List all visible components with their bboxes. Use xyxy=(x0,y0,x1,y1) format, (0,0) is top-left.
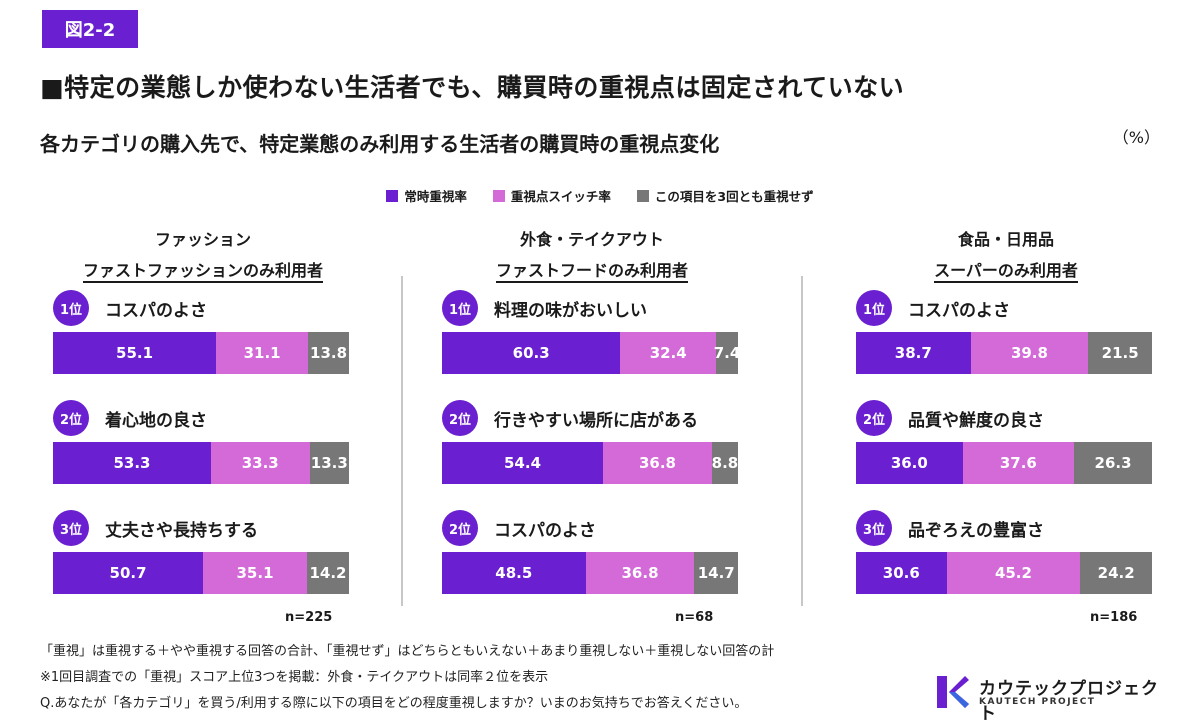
item-label: 行きやすい場所に店がある xyxy=(494,411,698,431)
sample-size-label: n=68 xyxy=(675,610,714,625)
bar-segment-always: 50.7 xyxy=(53,552,204,594)
item-label: コスパのよさ xyxy=(494,521,596,541)
sample-size-label: n=186 xyxy=(1090,610,1138,625)
legend-label-never: この項目を3回とも重視せず xyxy=(654,189,814,204)
panel-category-title: 外食・テイクアウト xyxy=(520,230,664,249)
bar-segment-always: 38.7 xyxy=(856,332,971,374)
category-panel: 食品・日用品スーパーのみ利用者 1位 コスパのよさ 38.7 39.8 21.5 2位 品質や… xyxy=(856,0,1156,640)
panel-segment-title: ファストフードのみ利用者 xyxy=(442,257,742,283)
bar-segment-switch: 31.1 xyxy=(216,332,309,374)
legend: 常時重視率 重視点スイッチ率 この項目を3回とも重視せず xyxy=(0,186,1200,205)
unit-label: （%） xyxy=(1112,128,1160,147)
legend-item-never: この項目を3回とも重視せず xyxy=(636,186,814,205)
rank-badge: 1位 xyxy=(856,290,892,326)
legend-swatch-never xyxy=(636,189,649,202)
brand-subname: KAUTECH PROJECT xyxy=(979,697,1096,707)
item-label: 品ぞろえの豊富さ xyxy=(908,521,1044,541)
rank-badge: 1位 xyxy=(442,290,478,326)
footnote-ranking: ※1回目調査での「重視」スコア上位3つを掲載：外食・テイクアウトは同率２位を表示 xyxy=(40,670,549,685)
bar-segment-switch: 36.8 xyxy=(585,552,695,594)
stacked-bar: 48.5 36.8 14.7 xyxy=(442,552,738,594)
bar-segment-never: 21.5 xyxy=(1088,332,1152,374)
panel-divider xyxy=(401,276,403,606)
bar-segment-switch: 45.2 xyxy=(946,552,1081,594)
bar-segment-switch: 36.8 xyxy=(603,442,712,484)
bar-segment-never: 14.2 xyxy=(306,552,349,594)
bar-segment-switch: 35.1 xyxy=(203,552,307,594)
legend-label-always: 常時重視率 xyxy=(404,189,467,204)
rank-badge: 2位 xyxy=(53,400,89,436)
kautech-k-logo-icon xyxy=(937,676,969,708)
rank-badge: 2位 xyxy=(442,400,478,436)
bar-segment-always: 54.4 xyxy=(442,442,604,484)
bar-segment-switch: 39.8 xyxy=(970,332,1089,374)
bar-segment-always: 30.6 xyxy=(856,552,947,594)
legend-item-always: 常時重視率 xyxy=(386,186,467,205)
figure-label: 図2-2 xyxy=(42,10,138,48)
footnote-question: Q.あなたが「各カテゴリ」を買う/利用する際に以下の項目をどの程度重視しますか？… xyxy=(40,696,748,711)
bar-segment-always: 55.1 xyxy=(53,332,217,374)
stacked-bar: 60.3 32.4 7.4 xyxy=(442,332,740,374)
legend-item-switch: 重視点スイッチ率 xyxy=(492,186,611,205)
bar-segment-never: 26.3 xyxy=(1074,442,1152,484)
item-label: コスパのよさ xyxy=(105,301,207,321)
bar-segment-always: 53.3 xyxy=(53,442,211,484)
rank-badge: 3位 xyxy=(53,510,89,546)
bar-segment-never: 13.8 xyxy=(308,332,349,374)
stacked-bar: 38.7 39.8 21.5 xyxy=(856,332,1152,374)
bar-segment-never: 13.3 xyxy=(309,442,349,484)
bar-segment-never: 14.7 xyxy=(694,552,738,594)
item-label: 料理の味がおいしい xyxy=(494,301,647,321)
bar-segment-always: 48.5 xyxy=(442,552,586,594)
panel-category-title: ファッション xyxy=(154,230,251,249)
rank-badge: 3位 xyxy=(856,510,892,546)
item-label: コスパのよさ xyxy=(908,301,1010,321)
bar-segment-never: 24.2 xyxy=(1080,552,1152,594)
category-panel: 外食・テイクアウトファストフードのみ利用者 1位 料理の味がおいしい 60.3 32.4… xyxy=(442,0,742,640)
stacked-bar: 55.1 31.1 13.8 xyxy=(53,332,349,374)
sample-size-label: n=225 xyxy=(285,610,333,625)
bar-segment-switch: 33.3 xyxy=(210,442,310,484)
panel-category-title: 食品・日用品 xyxy=(957,230,1054,249)
stacked-bar: 36.0 37.6 26.3 xyxy=(856,442,1152,484)
stacked-bar: 30.6 45.2 24.2 xyxy=(856,552,1152,594)
brand-logo: カウテックプロジェクト KAUTECH PROJECT xyxy=(935,672,1175,724)
stacked-bar: 50.7 35.1 14.2 xyxy=(53,552,349,594)
bar-segment-never: 8.8 xyxy=(712,442,738,484)
item-label: 丈夫さや長持ちする xyxy=(105,521,258,541)
panel-divider xyxy=(801,276,803,606)
brand-name: カウテックプロジェクト xyxy=(979,679,1159,724)
rank-badge: 2位 xyxy=(442,510,478,546)
bar-segment-always: 36.0 xyxy=(856,442,963,484)
item-label: 着心地の良さ xyxy=(105,411,207,431)
panel-segment-text: ファストフードのみ利用者 xyxy=(495,261,688,283)
legend-swatch-switch xyxy=(492,189,505,202)
chart-title: ■特定の業態しか使わない生活者でも、購買時の重視点は固定されていない xyxy=(40,73,905,102)
panel-segment-text: ファストファッションのみ利用者 xyxy=(82,261,323,283)
panel-segment-title: ファストファッションのみ利用者 xyxy=(53,257,353,283)
stacked-bar: 53.3 33.3 13.3 xyxy=(53,442,349,484)
item-label: 品質や鮮度の良さ xyxy=(908,411,1044,431)
bar-segment-never: 7.4 xyxy=(714,332,740,374)
bar-segment-switch: 32.4 xyxy=(620,332,717,374)
rank-badge: 1位 xyxy=(53,290,89,326)
footnote-definition: 「重視」は重視する＋やや重視する回答の合計、「重視せず」はどちらともいえない＋あ… xyxy=(40,644,775,659)
legend-swatch-always xyxy=(386,189,399,202)
chart-subtitle: 各カテゴリの購入先で、特定業態のみ利用する生活者の購買時の重視点変化 xyxy=(40,132,720,156)
panel-segment-title: スーパーのみ利用者 xyxy=(856,257,1156,283)
panel-segment-text: スーパーのみ利用者 xyxy=(934,261,1078,283)
legend-label-switch: 重視点スイッチ率 xyxy=(510,189,611,204)
category-panel: ファッション ファストファッションのみ利用者 1位 コスパのよさ 55.1 31.1 13.… xyxy=(53,0,353,640)
bar-segment-switch: 37.6 xyxy=(962,442,1075,484)
rank-badge: 2位 xyxy=(856,400,892,436)
stacked-bar: 54.4 36.8 8.8 xyxy=(442,442,738,484)
bar-segment-always: 60.3 xyxy=(442,332,621,374)
